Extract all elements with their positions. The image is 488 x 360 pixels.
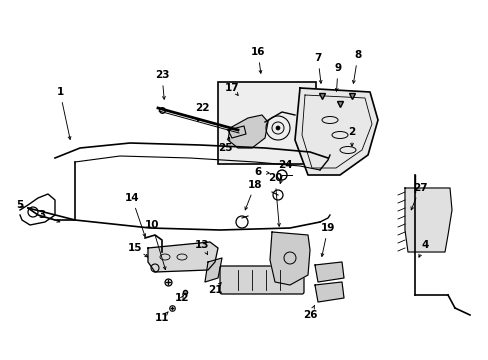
Text: 27: 27 xyxy=(412,183,427,193)
Text: 6: 6 xyxy=(254,167,261,177)
Polygon shape xyxy=(204,258,222,282)
Text: 18: 18 xyxy=(247,180,262,190)
Text: 25: 25 xyxy=(217,143,232,153)
Text: 1: 1 xyxy=(56,87,63,97)
Polygon shape xyxy=(404,188,451,252)
Polygon shape xyxy=(314,282,343,302)
Text: 7: 7 xyxy=(314,53,321,63)
Text: 15: 15 xyxy=(127,243,142,253)
FancyBboxPatch shape xyxy=(220,266,304,294)
Polygon shape xyxy=(294,88,377,175)
Bar xyxy=(218,82,315,164)
Text: 22: 22 xyxy=(194,103,209,113)
Text: 2: 2 xyxy=(347,127,355,137)
Text: 9: 9 xyxy=(334,63,341,73)
Circle shape xyxy=(275,126,280,130)
Polygon shape xyxy=(269,232,309,285)
Text: 3: 3 xyxy=(38,210,45,220)
Text: 16: 16 xyxy=(250,47,264,57)
Text: 24: 24 xyxy=(277,160,292,170)
Text: 12: 12 xyxy=(174,293,189,303)
Text: 4: 4 xyxy=(421,240,428,250)
Text: 13: 13 xyxy=(194,240,209,250)
Text: 8: 8 xyxy=(354,50,361,60)
Polygon shape xyxy=(227,126,245,138)
Text: 10: 10 xyxy=(144,220,159,230)
Text: 11: 11 xyxy=(154,313,169,323)
Text: 19: 19 xyxy=(320,223,334,233)
Text: 17: 17 xyxy=(224,83,239,93)
Text: 5: 5 xyxy=(16,200,23,210)
Text: 20: 20 xyxy=(267,173,282,183)
Polygon shape xyxy=(314,262,343,282)
Polygon shape xyxy=(148,242,218,272)
Polygon shape xyxy=(227,115,267,148)
Text: 23: 23 xyxy=(154,70,169,80)
Text: 26: 26 xyxy=(302,310,317,320)
Text: 14: 14 xyxy=(124,193,139,203)
Text: 21: 21 xyxy=(207,285,222,295)
